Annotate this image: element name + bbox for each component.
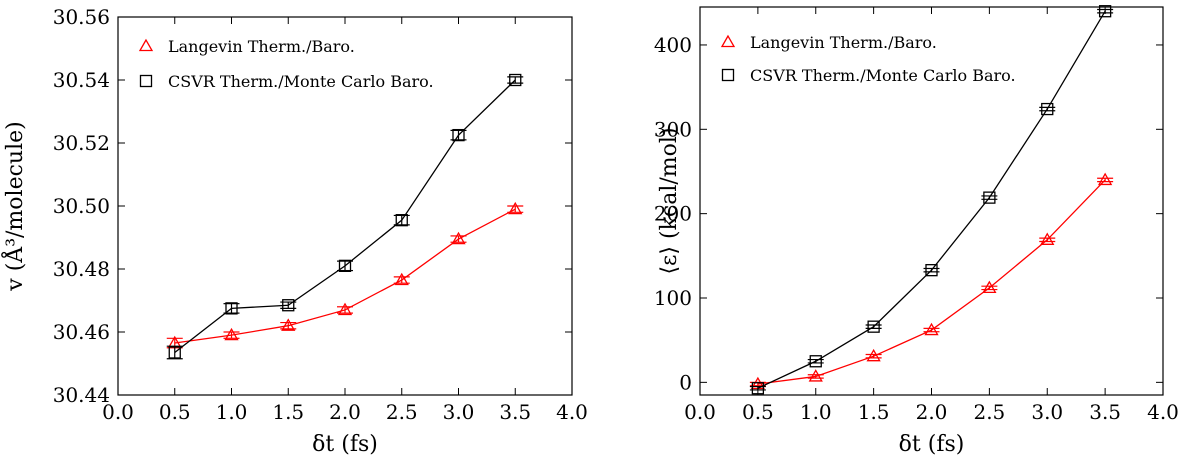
data-point [508, 201, 523, 215]
x-axis-label: δt (fs) [312, 432, 378, 457]
chart-left-volume: 0.0 0.5 1.0 1.5 2.0 2.5 3.0 3.5 4.0 30.44 30.46 30.… [0, 5, 588, 457]
data-point [224, 327, 239, 341]
data-point [282, 299, 295, 312]
x-tick-label: 2.0 [329, 400, 361, 424]
y-tick-label: 30.52 [53, 131, 110, 155]
data-point [451, 231, 466, 245]
legend-entry: Langevin Therm./Baro. [168, 37, 355, 56]
legend-marker [720, 34, 736, 48]
y-tick-label: 30.50 [53, 194, 110, 218]
data-point [338, 259, 352, 273]
y-axis-label: v (Å³/molecule) [0, 121, 28, 291]
data-point [1098, 172, 1113, 186]
y-tick-label: 30.54 [53, 68, 110, 92]
series-csvr [749, 5, 1114, 395]
legend-marker [139, 74, 153, 88]
x-tick-label: 1.5 [858, 400, 890, 424]
data-point [866, 348, 881, 362]
data-point [1041, 102, 1054, 116]
y-tick-label: 100 [654, 286, 692, 310]
data-point [809, 355, 822, 368]
x-tick-label: 3.5 [1089, 400, 1121, 424]
legend-entry: Langevin Therm./Baro. [750, 33, 937, 52]
x-tick-label: 2.5 [973, 400, 1005, 424]
x-tick-label: 3.0 [443, 400, 475, 424]
y-tick-label: 0 [679, 370, 692, 394]
series-csvr [166, 73, 524, 360]
y-tick-label: 30.44 [53, 383, 110, 407]
data-point [751, 382, 765, 395]
data-point [168, 346, 181, 359]
x-tick-label: 2.0 [916, 400, 948, 424]
series-langevin [166, 201, 524, 349]
data-point [452, 128, 465, 142]
data-point [509, 73, 522, 87]
y-tick-label: 200 [654, 202, 692, 226]
series-line [757, 179, 1106, 385]
data-point [395, 214, 408, 227]
x-tick-label: 4.0 [556, 400, 588, 424]
y-tick-label: 30.56 [53, 5, 110, 29]
x-tick-label: 0.5 [159, 400, 191, 424]
data-point [925, 264, 938, 277]
legend-marker [138, 38, 154, 52]
data-point [983, 191, 996, 204]
x-tick-label: 4.0 [1147, 400, 1179, 424]
x-tick-label: 1.0 [800, 400, 832, 424]
x-tick-label: 3.5 [499, 400, 531, 424]
data-point [281, 318, 296, 331]
legend-entry: CSVR Therm./Monte Carlo Baro. [750, 66, 1016, 85]
x-tick-label: 1.0 [216, 400, 248, 424]
y-axis-label: ⟨ε⟩ (kcal/mol) [657, 127, 682, 274]
data-point [337, 302, 353, 316]
data-point [924, 322, 939, 336]
x-axis-label: δt (fs) [899, 432, 965, 457]
data-point [1098, 5, 1112, 18]
x-tick-label: 2.5 [386, 400, 418, 424]
y-tick-label: 400 [654, 33, 692, 57]
x-tick-label: 3.0 [1031, 400, 1063, 424]
x-tick-label: 1.5 [272, 400, 304, 424]
legend-entry: CSVR Therm./Monte Carlo Baro. [168, 72, 434, 91]
series-line [174, 208, 516, 344]
data-point [1040, 232, 1055, 245]
data-point [225, 302, 238, 315]
y-tick-label: 300 [654, 117, 692, 141]
series-langevin [749, 172, 1114, 390]
data-point [982, 280, 997, 294]
y-tick-label: 30.46 [53, 320, 110, 344]
x-tick-label: 0.0 [684, 400, 716, 424]
data-point [808, 369, 823, 382]
data-point [867, 320, 880, 333]
y-tick-label: 30.48 [53, 257, 110, 281]
x-tick-label: 0.5 [742, 400, 774, 424]
data-point [394, 272, 409, 286]
legend-marker [721, 68, 735, 82]
x-tick-label: 0.0 [102, 400, 134, 424]
chart-right-energy: 0.0 0.5 1.0 1.5 2.0 2.5 3.0 3.5 4.0 0 100 200 300 400… [654, 5, 1179, 457]
